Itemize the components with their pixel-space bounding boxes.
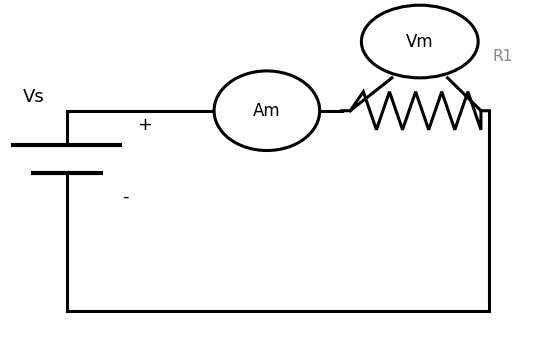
Text: Am: Am <box>253 102 281 120</box>
Text: Vm: Vm <box>406 33 434 51</box>
Ellipse shape <box>361 5 478 78</box>
Ellipse shape <box>214 71 320 151</box>
Text: Vs: Vs <box>22 88 44 106</box>
Text: R1: R1 <box>492 48 512 64</box>
Text: -: - <box>122 188 128 206</box>
Text: +: + <box>137 116 152 134</box>
